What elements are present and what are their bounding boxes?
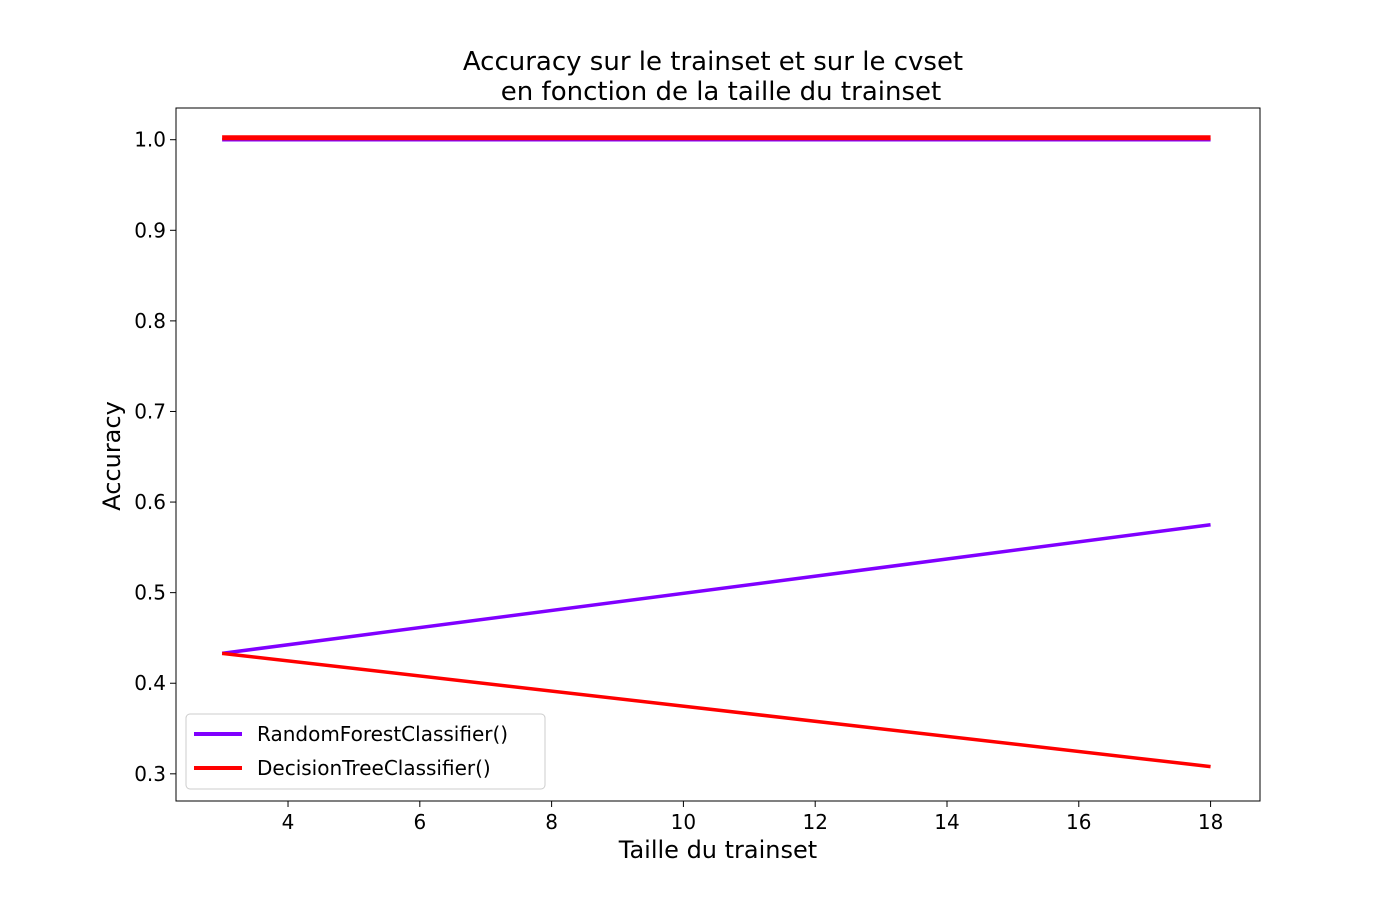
x-tick-label: 14	[934, 810, 959, 834]
x-axis-label: Taille du trainset	[618, 836, 817, 864]
legend-label: RandomForestClassifier()	[257, 722, 508, 746]
legend: RandomForestClassifier() DecisionTreeClas…	[185, 713, 546, 790]
x-axis: 4 6 8 10 12 14 16 18	[282, 801, 1223, 834]
y-tick-label: 0.3	[134, 762, 166, 786]
y-tick-label: 0.6	[134, 490, 166, 514]
series-lines	[221, 135, 1211, 769]
x-tick-label: 6	[413, 810, 426, 834]
x-tick-label: 8	[545, 810, 558, 834]
series-line-cv-decision-tree	[221, 651, 1211, 769]
y-tick-label: 1.0	[134, 128, 166, 152]
plot-area	[175, 107, 1261, 802]
chart-title-line-1: Accuracy sur le trainset et sur le cvset	[463, 47, 963, 77]
x-tick-label: 12	[802, 810, 827, 834]
x-tick-label: 4	[282, 810, 295, 834]
x-tick-label: 10	[671, 810, 696, 834]
series-line-cv-random-forest	[221, 522, 1211, 656]
x-tick-label: 18	[1198, 810, 1223, 834]
y-axis-label: Accuracy	[98, 401, 126, 511]
x-tick-label: 16	[1066, 810, 1091, 834]
y-tick-label: 0.7	[134, 399, 166, 423]
y-tick-label: 0.8	[134, 309, 166, 333]
chart-title-line-2: en fonction de la taille du trainset	[501, 77, 941, 107]
legend-label: DecisionTreeClassifier()	[257, 756, 491, 780]
y-axis: 0.3 0.4 0.5 0.6 0.7 0.8 0.9 1.0	[134, 128, 176, 786]
y-tick-label: 0.5	[134, 581, 166, 605]
y-tick-label: 0.9	[134, 218, 166, 242]
legend-box	[185, 713, 546, 790]
y-tick-label: 0.4	[134, 671, 166, 695]
